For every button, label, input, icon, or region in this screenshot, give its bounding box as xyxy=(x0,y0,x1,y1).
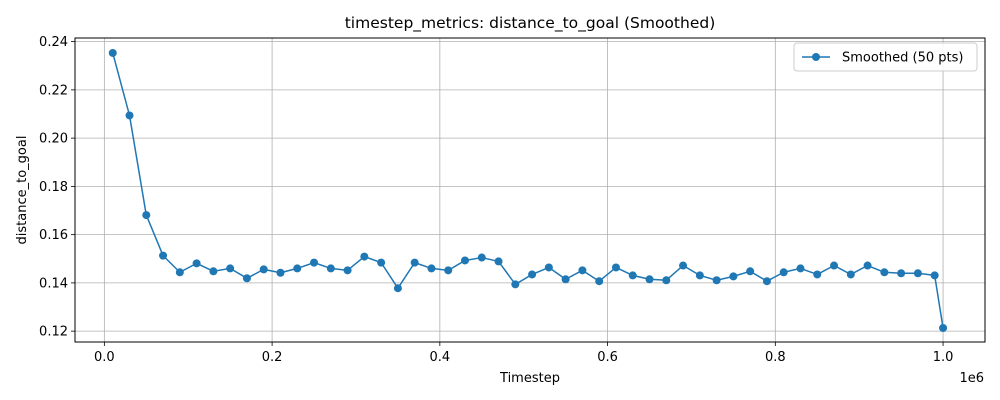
y-tick-label: 0.12 xyxy=(39,325,68,340)
x-tick-label: 1.0 xyxy=(933,350,954,365)
chart-title: timestep_metrics: distance_to_goal (Smoo… xyxy=(345,14,716,33)
legend: Smoothed (50 pts) xyxy=(793,42,978,72)
data-point xyxy=(444,266,453,275)
data-point xyxy=(192,259,201,268)
y-tick-label: 0.20 xyxy=(39,132,68,147)
data-point xyxy=(662,276,671,285)
legend-label-smoothed: Smoothed (50 pts) xyxy=(842,51,963,66)
data-point xyxy=(293,264,302,273)
data-point xyxy=(813,270,822,279)
data-point xyxy=(461,256,469,265)
grid-lines xyxy=(75,38,985,342)
data-point xyxy=(679,261,688,270)
data-point xyxy=(695,271,704,280)
data-point xyxy=(360,252,369,261)
data-point xyxy=(796,264,805,273)
data-point xyxy=(242,274,251,283)
data-point xyxy=(528,270,537,279)
x-axis-title: Timestep xyxy=(499,371,560,386)
data-point xyxy=(880,268,889,277)
x-tick-label: 0.8 xyxy=(765,350,786,365)
data-point xyxy=(477,253,486,262)
y-tick-label: 0.18 xyxy=(39,180,68,195)
x-tick-label: 0.0 xyxy=(94,350,115,365)
legend-marker-swatch xyxy=(812,53,820,61)
data-point xyxy=(712,276,721,285)
axes-frame xyxy=(74,37,986,343)
data-point xyxy=(939,324,948,333)
x-tick-label: 0.2 xyxy=(262,350,283,365)
x-tick-label: 0.4 xyxy=(429,350,450,365)
data-point xyxy=(377,258,386,267)
data-point xyxy=(142,211,151,220)
y-tick-label: 0.16 xyxy=(39,228,68,243)
y-tick-label: 0.24 xyxy=(39,35,68,50)
data-point xyxy=(561,275,570,284)
data-point xyxy=(343,266,352,275)
y-tick-label: 0.14 xyxy=(39,276,68,291)
tick-marks: 0.0 0.2 0.4 0.6 0.8 1.0 0.12 0.14 0.16 0.18 0.20 0.… xyxy=(39,35,953,365)
data-point xyxy=(544,263,553,272)
data-point xyxy=(511,280,520,289)
x-axis-offset-label: 1e6 xyxy=(959,371,984,386)
data-point xyxy=(276,268,285,277)
data-point xyxy=(645,275,654,284)
data-point xyxy=(427,264,436,273)
data-point xyxy=(310,258,319,267)
data-point xyxy=(259,265,268,274)
x-tick-label: 0.6 xyxy=(597,350,618,365)
y-tick-label: 0.22 xyxy=(39,83,68,98)
data-point xyxy=(326,264,335,273)
data-point xyxy=(175,268,184,277)
data-point xyxy=(830,261,839,270)
data-point xyxy=(494,257,503,266)
data-point xyxy=(779,268,788,277)
data-point xyxy=(410,258,419,267)
data-point xyxy=(746,267,755,276)
data-point xyxy=(897,269,906,278)
data-point xyxy=(913,269,922,278)
data-point xyxy=(930,271,939,280)
plot-area-border xyxy=(74,37,986,343)
data-point xyxy=(611,263,620,272)
data-series xyxy=(108,48,948,333)
data-point xyxy=(595,277,604,286)
data-point xyxy=(846,270,855,279)
data-point xyxy=(628,271,637,280)
data-point xyxy=(578,266,587,275)
data-point xyxy=(863,261,872,270)
data-point xyxy=(393,284,402,293)
legend-box xyxy=(793,42,978,72)
data-point xyxy=(729,272,738,281)
y-axis-title: distance_to_goal xyxy=(15,136,30,245)
data-point xyxy=(762,277,771,286)
data-point xyxy=(108,48,117,57)
data-point xyxy=(125,111,134,120)
data-point xyxy=(226,264,235,273)
data-point xyxy=(159,251,168,260)
data-point xyxy=(209,267,218,276)
